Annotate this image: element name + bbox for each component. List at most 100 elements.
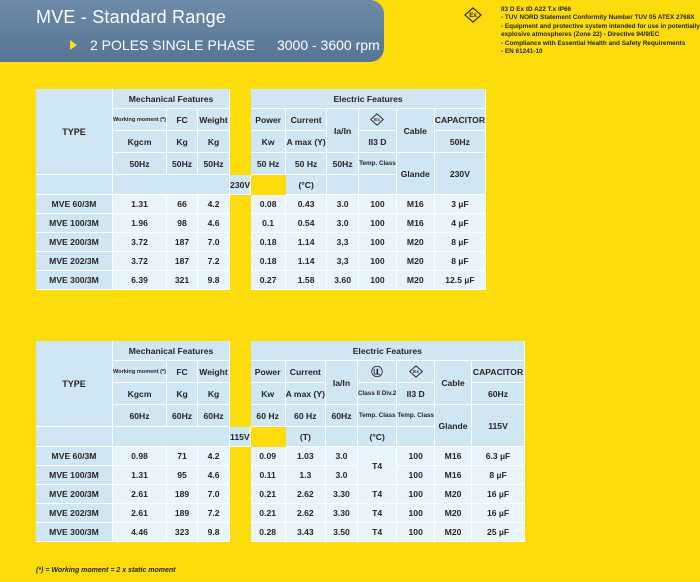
current-cell: 3.43 [285,523,326,542]
weight-cell: 4.6 [198,214,231,233]
temp-cell: 100 [359,252,397,271]
ia-in-freq: 50Hz [327,153,360,175]
fc-cell: 187 [167,252,199,271]
t-label: (T) [285,427,326,447]
ul-header-cell [357,361,398,383]
capacitor-header: CAPACITOR [472,361,526,383]
iain-cell: 3.0 [327,214,360,233]
cap-cell: 25 µF [472,523,526,542]
ii3d-label: II3 D [359,131,397,153]
cap-cell: 6.3 µF [472,447,526,466]
type-header: TYPE [36,89,113,175]
iain-cell: 3.30 [325,504,358,523]
cable-cell: M20 [435,485,473,504]
ii3d-label: II3 D [397,383,436,405]
current-cell: 1.03 [285,447,326,466]
capacitor-freq: 60Hz [472,383,526,405]
subtitle-poles: 2 POLES SINGLE PHASE [90,37,255,53]
type-cell: MVE 100/3M [36,214,113,233]
degc-label: (°C) [286,175,328,195]
table-row: MVE 202/3M 3.72 187 7.2 0.18 1.14 3,3 10… [36,252,487,271]
cert-line: - EN 61241-10 [501,48,543,56]
cable-cell: M20 [396,271,435,290]
wm-cell: 6.39 [113,271,168,290]
fc-cell: 187 [167,233,199,252]
arrow-right-icon [70,40,77,50]
wm-freq: 60Hz [113,405,168,427]
temp-cell: 100 [359,233,397,252]
mechanical-features-header: Mechanical Features [113,89,231,109]
working-moment-header: Working moment (*) [113,109,168,131]
power-kw-unit: Kw [250,383,286,405]
page-subtitle: 2 POLES SINGLE PHASE 3000 - 3600 rpm [74,37,380,53]
current-volt: 115V [230,427,251,447]
electric-features-header: Electric Features [251,89,487,109]
cap-cell: 8 µF [434,233,487,252]
cert-line: - Equipment and protective system intend… [501,22,700,39]
cap-cell: 8 µF [434,252,487,271]
iain-cell: 3,3 [327,233,360,252]
class-div-label: Class II Div.2 [357,383,398,405]
type-cell: MVE 60/3M [36,447,113,466]
ul-class-icon [371,365,383,378]
power-cell: 0.18 [251,252,287,271]
spec-table-50hz: TYPE Mechanical Features Electric Featur… [36,89,487,290]
power-cell: 0.09 [250,447,286,466]
current-freq: 50 Hz [286,153,328,175]
power-freq: 50 Hz [251,153,287,175]
weight-freq: 60Hz [198,405,231,427]
table-row: MVE 202/3M 2.61 189 7.2 0.21 2.62 3.30 T… [36,504,526,523]
weight-cell: 4.2 [198,447,231,466]
ia-spacer [397,427,436,447]
cable-cell: M16 [435,466,473,485]
weight-header: Weight [198,109,231,131]
electric-features-header: Electric Features [250,341,526,361]
fc-freq: 50Hz [167,153,199,175]
current-cell: 1.14 [286,233,328,252]
cable-cell: M16 [435,447,473,466]
type-cell: MVE 202/3M [36,252,113,271]
wm-cell: 1.31 [113,466,168,485]
tclass-cell: T4 [357,485,398,504]
wm-cell: 2.61 [113,485,168,504]
fc-freq: 60Hz [167,405,199,427]
wm-cell: 3.72 [113,252,168,271]
fc-cell: 71 [167,447,199,466]
cert-line: II3 D Ex tD A22 T.x IP66 [501,6,572,13]
temp-cell: 100 [397,485,436,504]
tclass-cell: T4 [357,447,398,485]
ia-in-header: Ia/In [327,109,360,153]
svg-text:Ex: Ex [469,12,477,19]
tclass-cell: T4 [357,504,398,523]
table-row: MVE 100/3M 1.31 95 4.6 0.11 1.3 3.0 100 … [36,466,526,485]
cap-cell: 16 µF [472,504,526,523]
fc-kg-unit: Kg [167,131,199,153]
certification-notes: II3 D Ex tD A22 T.x IP66 - TUV NORD Stat… [501,6,700,56]
table-row: MVE 100/3M 1.96 98 4.6 0.1 0.54 3.0 100 … [36,214,487,233]
power-cell: 0.27 [251,271,287,290]
cap-cell: 12.5 µF [434,271,487,290]
current-cell: 2.62 [285,504,326,523]
temp-cell: 100 [397,523,436,542]
ex-atex-icon: Ex [370,113,385,126]
wm-cell: 1.31 [113,195,168,214]
temp-class-label: Temp. Class [357,405,398,427]
iain-cell: 3.0 [325,447,358,466]
cable-cell: M20 [396,252,435,271]
type-cell: MVE 300/3M [36,271,113,290]
power-cell: 0.21 [250,504,286,523]
weight-cell: 9.8 [198,523,231,542]
table-row: MVE 60/3M 0.98 71 4.2 0.09 1.03 3.0 T4 1… [36,447,526,485]
temp-class-label: Temp. Class [359,153,397,175]
type-spacer [36,175,113,195]
weight-header: Weight [198,361,231,383]
wm-cell: 0.98 [113,447,168,466]
fc-cell: 66 [167,195,199,214]
temp-cell: 100 [397,466,436,485]
ia-in-freq: 60Hz [325,405,358,427]
page-title: MVE - Standard Range [36,7,227,27]
power-cell: 0.28 [250,523,286,542]
type-cell: MVE 200/3M [36,485,113,504]
weight-cell: 4.6 [198,466,231,485]
current-freq: 60 Hz [285,405,326,427]
